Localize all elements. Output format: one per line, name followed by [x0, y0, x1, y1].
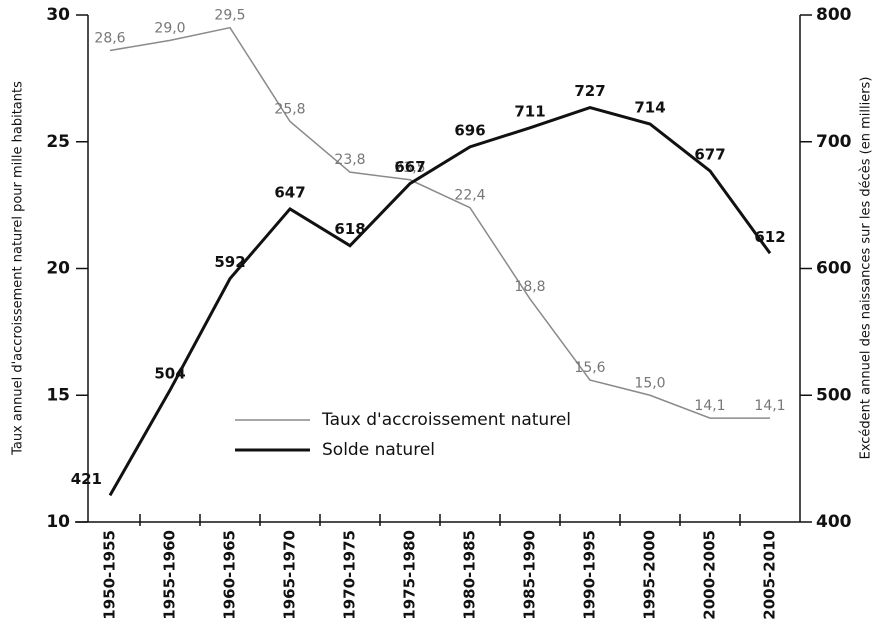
data-label: 618	[334, 220, 365, 238]
data-label: 25,8	[274, 101, 305, 117]
x-tick-label: 1985-1990	[521, 530, 539, 620]
data-label: 667	[394, 158, 425, 176]
data-label: 421	[71, 470, 102, 488]
y-axis-label: Taux annuel d'accroissement naturel pour…	[11, 81, 26, 456]
data-label: 612	[754, 228, 785, 246]
y2-tick-label: 600	[816, 259, 852, 279]
data-label: 29,5	[214, 8, 245, 24]
y2-tick-label: 800	[816, 5, 852, 25]
series-line	[108, 105, 772, 497]
data-label: 29,0	[154, 20, 185, 36]
x-tick-label: 1960-1965	[221, 530, 239, 620]
legend-label: Solde naturel	[322, 440, 435, 460]
data-label: 15,6	[574, 360, 605, 376]
x-tick-label: 1975-1980	[401, 530, 419, 620]
y-tick-label: 10	[46, 512, 70, 532]
data-label: 14,1	[754, 398, 785, 414]
legend-label: Taux d'accroissement naturel	[321, 410, 571, 430]
data-label: 23,5	[394, 160, 425, 176]
data-label: 714	[634, 99, 665, 117]
x-tick-label: 1965-1970	[281, 530, 299, 620]
x-tick-label: 1950-1955	[101, 530, 119, 620]
y-tick-label: 30	[46, 5, 70, 25]
data-label: 14,1	[694, 398, 725, 414]
data-label: 22,4	[454, 188, 485, 204]
data-label: 28,6	[94, 30, 125, 46]
data-label: 504	[154, 365, 185, 383]
y2-tick-label: 700	[816, 132, 852, 152]
data-label: 18,8	[514, 279, 545, 295]
data-label: 647	[274, 183, 305, 201]
series-line	[109, 26, 770, 419]
data-label: 727	[574, 82, 605, 100]
x-tick-label: 1995-2000	[641, 530, 659, 620]
y2-tick-label: 400	[816, 512, 852, 532]
data-label: 23,8	[334, 152, 365, 168]
data-label: 696	[454, 121, 485, 139]
y2-axis-label: Excédent annuel des naissances sur les d…	[859, 77, 874, 460]
y-tick-label: 25	[46, 132, 70, 152]
x-tick-label: 2005-2010	[761, 530, 779, 620]
x-tick-label: 1990-1995	[581, 530, 599, 620]
y-tick-label: 15	[46, 385, 70, 405]
y-tick-label: 20	[46, 259, 70, 279]
x-tick-label: 1980-1985	[461, 530, 479, 620]
x-tick-label: 2000-2005	[701, 530, 719, 620]
x-tick-label: 1955-1960	[161, 530, 179, 620]
y2-tick-label: 500	[816, 385, 852, 405]
data-label: 677	[694, 145, 725, 163]
data-label: 15,0	[634, 375, 665, 391]
data-label: 592	[214, 253, 245, 271]
data-label: 711	[514, 102, 545, 120]
x-tick-label: 1970-1975	[341, 530, 359, 620]
